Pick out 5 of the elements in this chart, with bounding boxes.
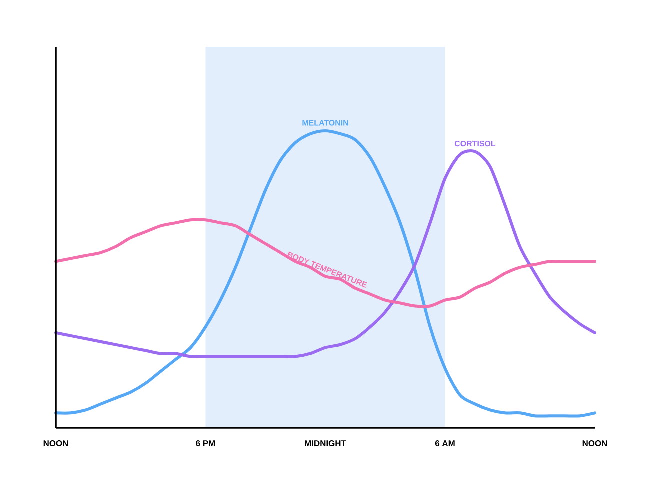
x-tick-label: 6 AM xyxy=(435,440,455,447)
x-tick-label: MIDNIGHT xyxy=(305,440,346,447)
x-tick-label: NOON xyxy=(44,440,68,447)
x-tick-label: 6 PM xyxy=(196,440,216,447)
x-tick-label: NOON xyxy=(582,440,608,447)
